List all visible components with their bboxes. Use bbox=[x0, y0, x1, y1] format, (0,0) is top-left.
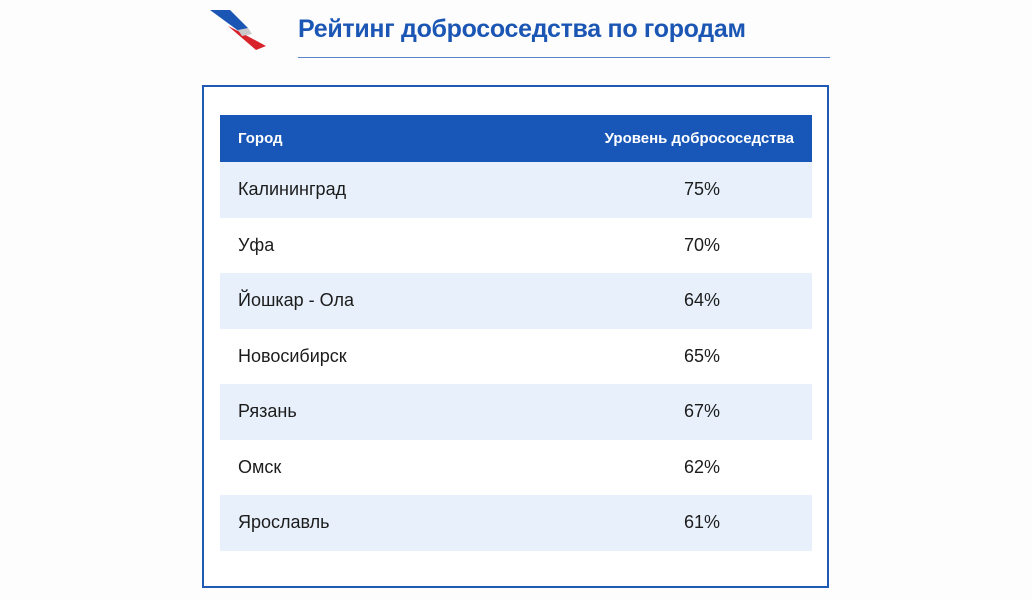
column-header-level: Уровень добрососедства bbox=[604, 130, 794, 147]
city-cell: Омск bbox=[238, 456, 282, 477]
city-cell: Ярославль bbox=[238, 512, 330, 533]
table-row: Рязань 67% bbox=[220, 384, 812, 440]
table-header-row: Город Уровень добрососедства bbox=[220, 115, 812, 162]
city-cell: Новосибирск bbox=[238, 345, 347, 366]
logo-swoosh-icon bbox=[210, 10, 266, 50]
level-cell: 67% bbox=[683, 401, 721, 422]
column-header-city: Город bbox=[238, 130, 283, 147]
city-cell: Уфа bbox=[238, 234, 275, 255]
city-cell: Калининград bbox=[238, 179, 347, 200]
table-row: Йошкар - Ола 64% bbox=[220, 273, 812, 329]
city-cell: Рязань bbox=[238, 401, 297, 422]
page-title: Рейтинг добрососедства по городам bbox=[298, 15, 746, 43]
level-cell: 64% bbox=[683, 290, 721, 311]
table-row: Уфа 70% bbox=[220, 218, 812, 274]
level-cell: 62% bbox=[683, 456, 721, 477]
city-cell: Йошкар - Ола bbox=[238, 290, 354, 311]
rating-table: Город Уровень добрососедства Калининград… bbox=[220, 115, 812, 551]
table-row: Ярославль 61% bbox=[220, 495, 812, 551]
table-row: Новосибирск 65% bbox=[220, 329, 812, 385]
level-cell: 70% bbox=[683, 234, 721, 255]
level-cell: 75% bbox=[683, 179, 721, 200]
table-row: Омск 62% bbox=[220, 440, 812, 496]
level-cell: 61% bbox=[683, 512, 721, 533]
level-cell: 65% bbox=[683, 345, 721, 366]
title-divider bbox=[298, 57, 830, 58]
table-row: Калининград 75% bbox=[220, 162, 812, 218]
